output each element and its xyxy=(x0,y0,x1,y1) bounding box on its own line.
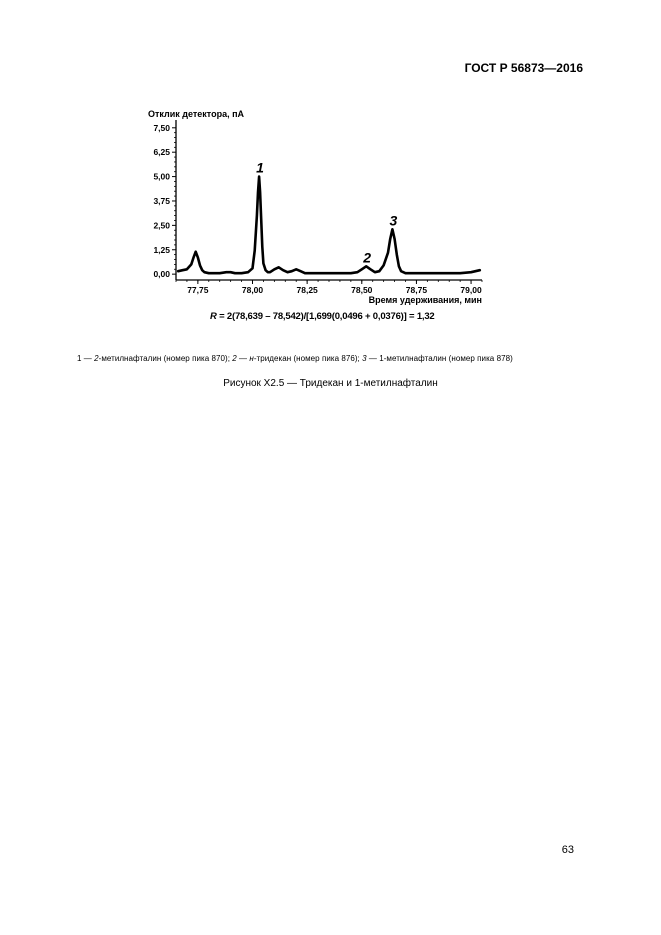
legend-italic: 2 xyxy=(94,354,99,363)
chromatogram-chart: Отклик детектора, пА Время удерживания, … xyxy=(148,109,483,305)
legend-text: — 1-метилнафталин (номер пика 878) xyxy=(366,354,513,363)
y-tick-label: 1,25 xyxy=(153,245,170,255)
legend-num-1: 1 xyxy=(77,354,82,363)
x-tick-label: 77,75 xyxy=(187,285,209,295)
y-tick-label: 3,75 xyxy=(153,196,170,206)
peak-legend: 1 — 2-метилнафталин (номер пика 870); 2 … xyxy=(77,354,513,363)
resolution-formula: R = 2(78,639 – 78,542)/[1,699(0,0496 + 0… xyxy=(210,311,435,322)
chromatogram-trace xyxy=(176,175,482,275)
page-number: 63 xyxy=(561,844,574,856)
x-tick-label: 78,50 xyxy=(351,285,373,295)
y-tick-label: 2,50 xyxy=(153,220,170,230)
legend-text: — xyxy=(236,354,250,363)
y-tick-label: 0,00 xyxy=(153,269,170,279)
legend-num-3: 3 xyxy=(362,354,367,363)
formula-variable: R xyxy=(210,311,217,322)
peak-label-3: 3 xyxy=(389,212,397,228)
formula-text: = 2(78,639 – 78,542)/[1,699(0,0496 + 0,0… xyxy=(216,311,435,322)
legend-num-2: 2 xyxy=(232,354,237,363)
legend-text: -метилнафталин (номер пика 870); xyxy=(98,354,233,363)
y-tick-label: 5,00 xyxy=(153,172,170,182)
x-axis-label: Время удерживания, мин xyxy=(369,295,482,305)
y-tick-label: 7,50 xyxy=(153,123,170,133)
legend-text: -тридекан (номер пика 876); xyxy=(253,354,363,363)
peak-label-1: 1 xyxy=(256,160,264,176)
y-tick-label: 6,25 xyxy=(153,147,170,157)
document-id: ГОСТ Р 56873—2016 xyxy=(464,61,583,75)
x-tick-label: 78,25 xyxy=(297,285,319,295)
legend-italic: н xyxy=(249,354,254,363)
figure-caption: Рисунок Х2.5 — Тридекан и 1-метилнафтали… xyxy=(223,378,438,389)
legend-text: — xyxy=(81,354,95,363)
y-axis-label: Отклик детектора, пА xyxy=(148,109,245,119)
x-tick-label: 79,00 xyxy=(460,285,482,295)
x-tick-label: 78,00 xyxy=(242,285,264,295)
peak-label-2: 2 xyxy=(362,249,371,265)
x-tick-label: 78,75 xyxy=(406,285,428,295)
